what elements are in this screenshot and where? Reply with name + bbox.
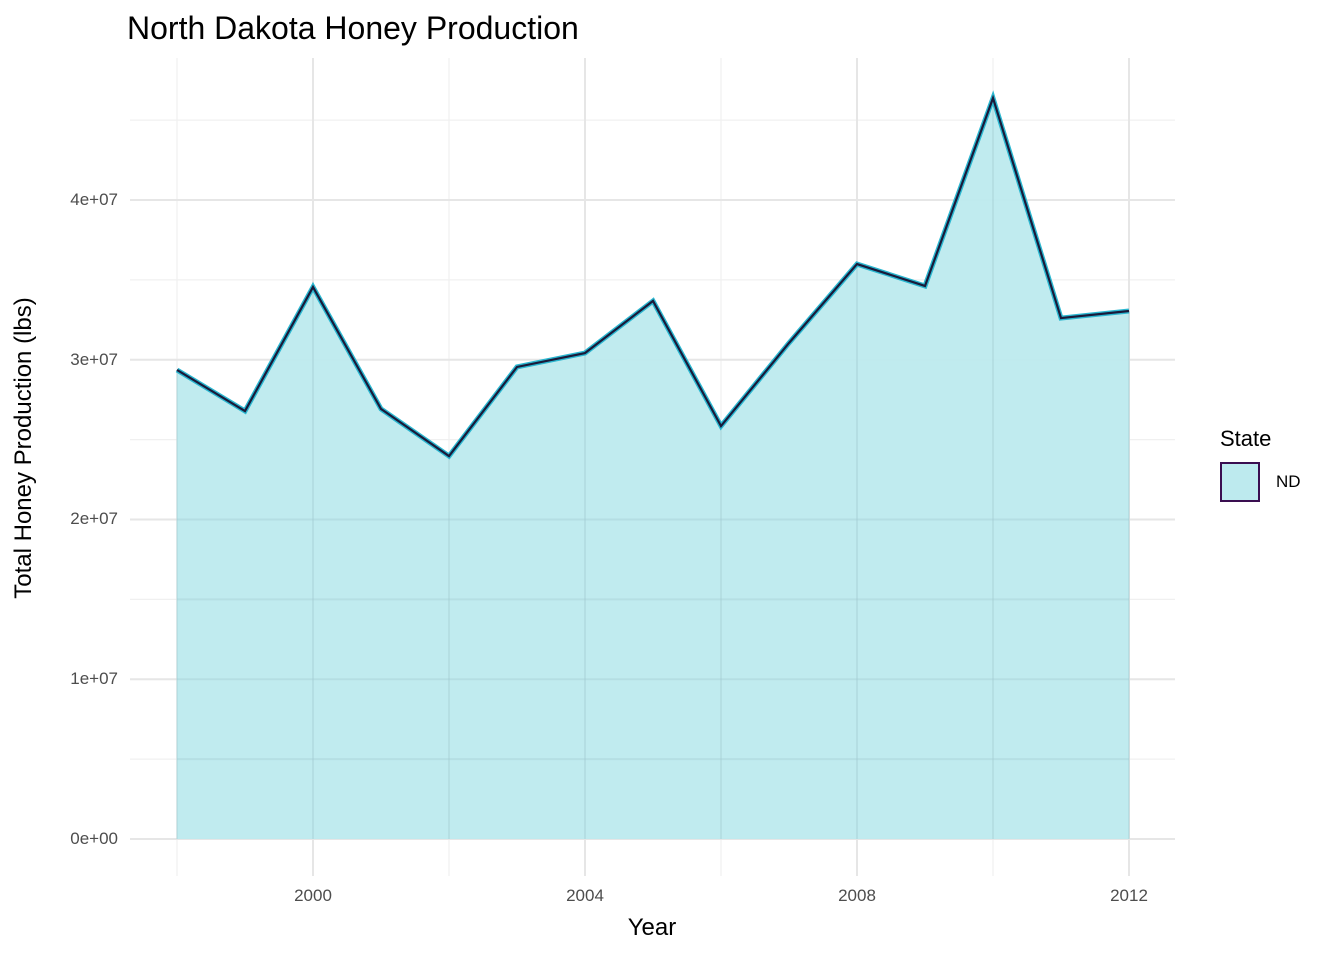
y-axis-title-wrap: Total Honey Production (lbs) [4,0,44,960]
legend-item-nd: ND [1220,462,1301,502]
x-axis-title: Year [627,914,677,941]
y-tick-label: 2e+07 [70,509,118,528]
y-tick-label: 0e+00 [70,829,118,848]
area-fill-nd [177,98,1129,840]
legend: State ND [1220,426,1301,502]
y-tick-label: 3e+07 [70,350,118,369]
gridlines-over-area [176,98,1130,839]
y-tick-label: 1e+07 [70,669,118,688]
legend-swatch-nd [1220,462,1260,502]
legend-title: State [1220,426,1272,451]
y-axis-title: Total Honey Production (lbs) [10,297,37,599]
legend-label-nd: ND [1276,472,1301,491]
chart-title: North Dakota Honey Production [127,10,579,46]
x-tick-label: 2012 [1110,886,1148,905]
y-tick-label: 4e+07 [70,190,118,209]
x-tick-label: 2000 [294,886,332,905]
x-tick-label: 2008 [838,886,876,905]
x-tick-label: 2004 [566,886,604,905]
line-nd [176,94,1130,458]
